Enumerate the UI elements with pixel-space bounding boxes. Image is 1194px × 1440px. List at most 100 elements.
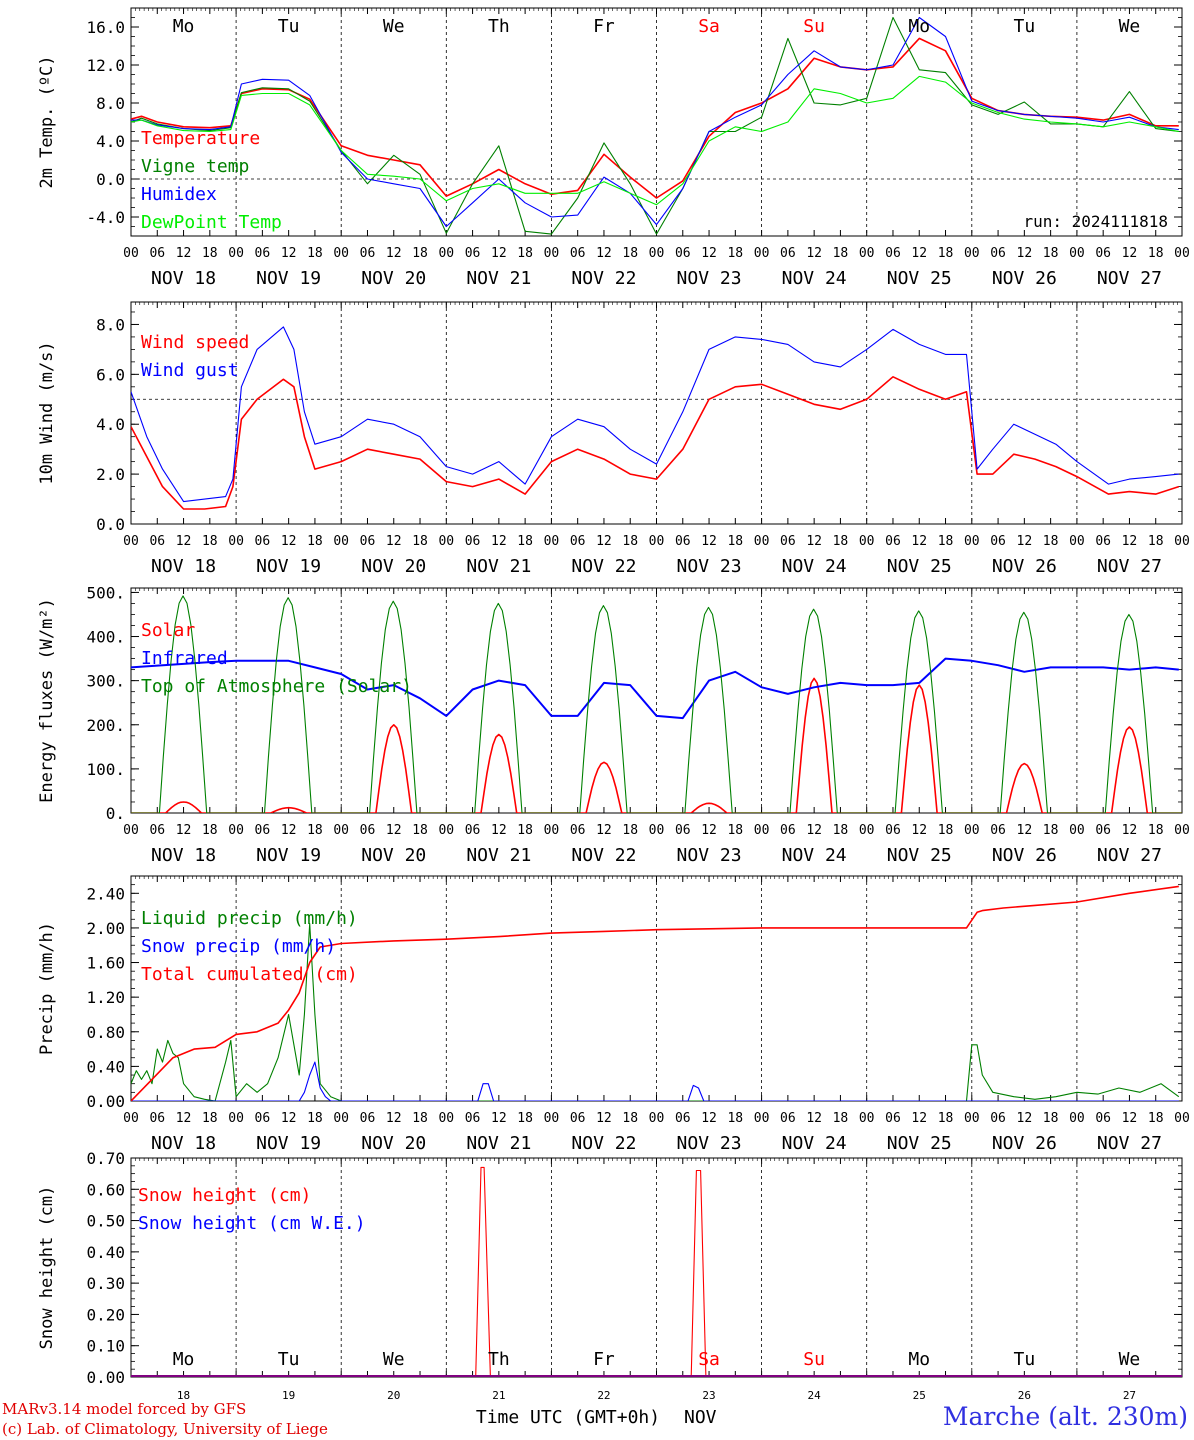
hour-tick-label: 12	[701, 823, 717, 838]
y-tick-label: 2.00	[86, 919, 125, 938]
day-name: We	[1119, 16, 1141, 37]
date-label: NOV 26	[992, 845, 1057, 866]
date-label: NOV 22	[571, 845, 636, 866]
day-number: 27	[1123, 1389, 1136, 1402]
y-tick-label: 0.70	[86, 1149, 125, 1168]
hour-tick-label: 06	[1095, 246, 1111, 261]
hour-tick-label: 18	[833, 246, 849, 261]
hour-tick-label: 12	[701, 246, 717, 261]
hour-tick-label: 18	[938, 823, 954, 838]
hour-tick-label: 12	[911, 823, 927, 838]
hour-tick-label: 18	[1148, 534, 1164, 549]
day-name: We	[383, 16, 405, 37]
date-label: NOV 21	[466, 556, 531, 577]
panel-4: 0.00 0.40 0.80 1.20 1.60 2.00 2.40 Precip (mm/h…	[37, 875, 1190, 1154]
y-tick-label: 0.20	[86, 1305, 125, 1324]
hour-tick-label: 00	[1174, 1111, 1190, 1126]
legend-entry: Vigne temp	[141, 156, 249, 177]
date-label: NOV 26	[992, 556, 1057, 577]
day-name: Su	[803, 1349, 825, 1370]
day-name: We	[1119, 1349, 1141, 1370]
hour-tick-label: 18	[938, 246, 954, 261]
hour-tick-label: 00	[544, 1111, 560, 1126]
hour-tick-label: 12	[1017, 246, 1033, 261]
hour-tick-label: 18	[1043, 534, 1059, 549]
date-label: NOV 21	[466, 268, 531, 289]
y-axis-label: Snow height (cm)	[37, 1186, 57, 1350]
hour-tick-label: 06	[465, 246, 481, 261]
hour-tick-label: 12	[1122, 246, 1138, 261]
hour-tick-label: 06	[465, 823, 481, 838]
hour-tick-label: 06	[255, 246, 271, 261]
legend-entry: Snow height (cm W.E.)	[138, 1213, 366, 1234]
hour-tick-label: 00	[1174, 534, 1190, 549]
hour-tick-label: 00	[1174, 246, 1190, 261]
hour-tick-label: 06	[675, 823, 691, 838]
series-line-vigne-temp	[131, 16, 1179, 235]
hour-tick-label: 12	[596, 246, 612, 261]
hour-tick-label: 00	[333, 534, 349, 549]
day-number: 26	[1018, 1389, 1031, 1402]
hour-tick-label: 00	[859, 1111, 875, 1126]
y-tick-label: 200.	[86, 716, 125, 735]
hour-tick-label: 18	[307, 1111, 323, 1126]
hour-tick-label: 06	[675, 1111, 691, 1126]
hour-tick-label: 12	[911, 246, 927, 261]
hour-tick-label: 18	[1148, 1111, 1164, 1126]
hour-tick-label: 06	[149, 246, 165, 261]
hour-tick-label: 12	[281, 246, 297, 261]
hour-tick-label: 00	[438, 246, 454, 261]
hour-tick-label: 06	[255, 823, 271, 838]
hour-tick-label: 06	[990, 1111, 1006, 1126]
hour-tick-label: 00	[228, 823, 244, 838]
hour-tick-label: 18	[727, 246, 743, 261]
hour-tick-label: 06	[570, 534, 586, 549]
hour-tick-label: 12	[176, 246, 192, 261]
y-axis-label: Energy fluxes (W/m²)	[37, 598, 57, 803]
hour-tick-label: 18	[517, 823, 533, 838]
date-label: NOV 23	[677, 556, 742, 577]
hour-tick-label: 00	[333, 823, 349, 838]
hour-tick-label: 12	[386, 246, 402, 261]
y-tick-label: -4.0	[86, 208, 125, 227]
hour-tick-label: 00	[544, 246, 560, 261]
day-name: Mo	[908, 1349, 930, 1370]
hour-tick-label: 00	[859, 534, 875, 549]
model-credit: MARv3.14 model forced by GFS	[2, 1400, 246, 1418]
hour-tick-label: 00	[228, 1111, 244, 1126]
y-tick-label: 4.0	[96, 132, 125, 151]
date-label: NOV 25	[887, 268, 952, 289]
date-label: NOV 25	[887, 1133, 952, 1154]
hour-tick-label: 18	[202, 1111, 218, 1126]
hour-tick-label: 06	[780, 1111, 796, 1126]
date-label: NOV 20	[361, 556, 426, 577]
date-label: NOV 22	[571, 268, 636, 289]
hour-tick-label: 18	[412, 534, 428, 549]
hour-tick-label: 06	[1095, 534, 1111, 549]
plot-frame	[130, 587, 1183, 814]
day-name: Mo	[908, 16, 930, 37]
y-axis-label: 2m Temp. (ºC)	[37, 55, 57, 188]
day-name: Th	[488, 1349, 510, 1370]
date-label: NOV 23	[677, 845, 742, 866]
lab-credit: (c) Lab. of Climatology, University of L…	[2, 1420, 328, 1438]
day-name: Sa	[698, 16, 720, 37]
hour-tick-label: 00	[1174, 823, 1190, 838]
series-group	[131, 326, 1180, 510]
series-line-dewpoint-temp	[131, 75, 1179, 206]
hour-tick-label: 12	[281, 823, 297, 838]
y-tick-label: 4.0	[96, 415, 125, 434]
day-number: 22	[597, 1389, 610, 1402]
hour-tick-label: 12	[701, 534, 717, 549]
date-label: NOV 20	[361, 845, 426, 866]
legend-entry: DewPoint Temp	[141, 212, 282, 233]
hour-tick-label: 12	[281, 534, 297, 549]
hour-tick-label: 00	[544, 823, 560, 838]
series-line-snow-height-cm-	[131, 1166, 1179, 1377]
hour-tick-label: 00	[123, 823, 139, 838]
day-number: 20	[387, 1389, 400, 1402]
hour-tick-label: 18	[307, 246, 323, 261]
hour-tick-label: 12	[1122, 823, 1138, 838]
series-line-liquid-precip-mm-h-	[131, 923, 1180, 1101]
hour-tick-label: 00	[964, 246, 980, 261]
